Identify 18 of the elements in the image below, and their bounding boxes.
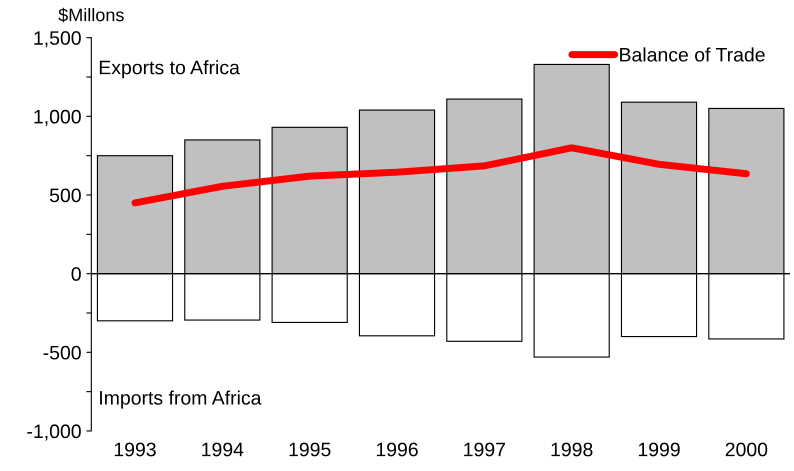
x-tick-label: 1996: [376, 442, 418, 456]
y-tick-label: 500: [50, 188, 81, 202]
y-tick-label: 1,500: [34, 31, 81, 48]
x-tick-label: 1997: [464, 442, 505, 456]
y-tick-label: 0: [72, 267, 81, 281]
x-tick-label: 1995: [290, 442, 330, 456]
x-tick-label: 1999: [638, 442, 680, 456]
x-tick-label: 2000: [726, 442, 768, 456]
y-tick-label: -1,000: [27, 424, 81, 440]
y-tick-label: 1,000: [34, 110, 81, 126]
y-axis-title: $Millons: [58, 8, 124, 22]
x-tick-label: 1998: [552, 442, 592, 456]
annotation: Imports from Africa: [100, 390, 262, 409]
annotation: Exports to Africa: [100, 60, 240, 78]
legend-label: Balance of Trade: [620, 47, 765, 62]
y-tick-label: -500: [44, 346, 81, 360]
x-tick-label: 1994: [202, 442, 244, 456]
x-tick-label: 1993: [114, 442, 156, 456]
